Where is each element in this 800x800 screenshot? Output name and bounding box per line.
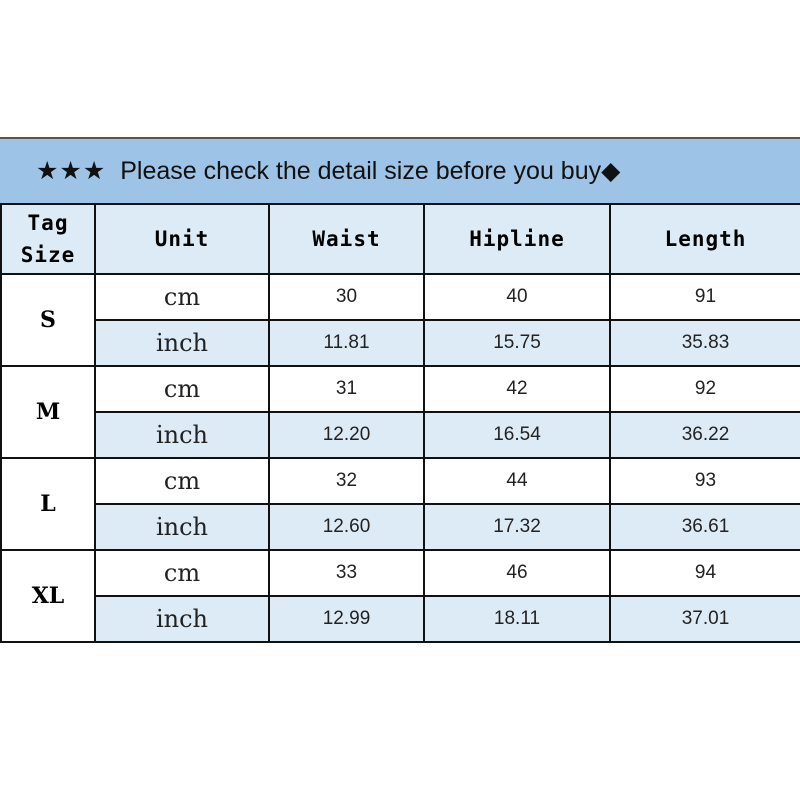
table-row: XL cm 33 46 94	[0, 549, 800, 643]
hipline-cell: 16.54	[423, 411, 611, 459]
length-cell: 93	[609, 457, 800, 505]
banner-text: Please check the detail size before you …	[120, 157, 621, 185]
stars-icon: ★★★	[36, 157, 107, 185]
unit-cell: cm	[94, 457, 270, 505]
hipline-cell: 42	[423, 365, 611, 413]
header-row: Tag Size Unit Waist Hipline Length	[0, 203, 800, 275]
waist-cell: 12.60	[268, 503, 425, 551]
length-cell: 91	[609, 273, 800, 321]
length-cell: 36.22	[609, 411, 800, 459]
header-tag-size: Tag Size	[0, 203, 96, 275]
hipline-cell: 40	[423, 273, 611, 321]
table-row: inch 12.60 17.32 36.61	[1, 503, 800, 551]
table-row: inch 11.81 15.75 35.83	[1, 319, 800, 367]
waist-cell: 12.20	[268, 411, 425, 459]
unit-cell: inch	[94, 411, 270, 459]
length-cell: 92	[609, 365, 800, 413]
waist-cell: 32	[268, 457, 425, 505]
unit-cell: cm	[94, 365, 270, 413]
size-chart-banner: ★★★ Please check the detail size before …	[0, 137, 800, 203]
header-waist: Waist	[268, 203, 425, 275]
size-cell: L	[0, 457, 96, 551]
hipline-cell: 44	[423, 457, 611, 505]
unit-cell: inch	[94, 319, 270, 367]
unit-cell: cm	[94, 549, 270, 597]
length-cell: 35.83	[609, 319, 800, 367]
length-cell: 37.01	[609, 595, 800, 643]
size-cell: S	[0, 273, 96, 367]
waist-cell: 12.99	[268, 595, 425, 643]
header-unit: Unit	[94, 203, 270, 275]
waist-cell: 30	[268, 273, 425, 321]
table-row: inch 12.20 16.54 36.22	[1, 411, 800, 459]
header-length: Length	[609, 203, 800, 275]
hipline-cell: 46	[423, 549, 611, 597]
waist-cell: 33	[268, 549, 425, 597]
table-row: inch 12.99 18.11 37.01	[1, 595, 800, 643]
hipline-cell: 15.75	[423, 319, 611, 367]
unit-cell: cm	[94, 273, 270, 321]
waist-cell: 11.81	[268, 319, 425, 367]
hipline-cell: 18.11	[423, 595, 611, 643]
unit-cell: inch	[94, 503, 270, 551]
size-cell: XL	[0, 549, 96, 643]
waist-cell: 31	[268, 365, 425, 413]
hipline-cell: 17.32	[423, 503, 611, 551]
length-cell: 36.61	[609, 503, 800, 551]
header-hipline: Hipline	[423, 203, 611, 275]
length-cell: 94	[609, 549, 800, 597]
unit-cell: inch	[94, 595, 270, 643]
size-cell: M	[0, 365, 96, 459]
